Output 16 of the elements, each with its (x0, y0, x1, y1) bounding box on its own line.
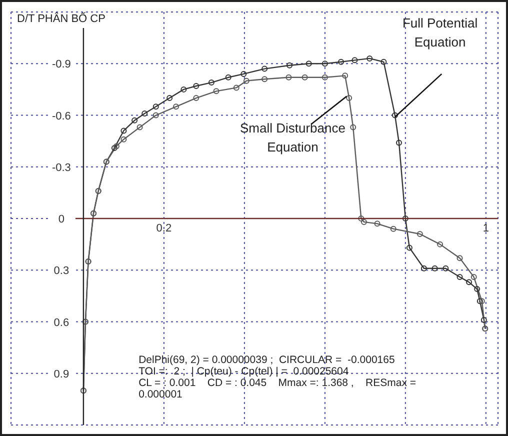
annotation: DelPhi(69, 2) = 0.00000039 ; CIRCULAR = -0.000165 (138, 354, 395, 366)
annotation: 0.000001 (138, 388, 183, 401)
y-tick-label: 0 (58, 214, 65, 226)
x-tick-label: 1 (482, 222, 489, 234)
y-tick-label: 0.6 (54, 316, 70, 329)
annotation: CL = : 0.001 CD = : 0.045 Mmax =: 1.368 , RESmax = (138, 377, 416, 390)
y-tick-label: -0.9 (52, 58, 71, 71)
y-tick-label: 0.9 (54, 368, 70, 380)
y-tick-label: -0.6 (52, 110, 71, 122)
y-tick-label: -0.3 (52, 162, 71, 174)
x-tick-label: 0.2 (156, 222, 172, 234)
series-label: Small Disturbance Equation (240, 120, 346, 154)
chart-title: D/T PHÂN BỐ CP (17, 12, 106, 25)
series-label: Full Potential Equation (402, 15, 478, 50)
annotation: TOI =: 2 ; | Cp(teu) - Cp(tel) | = 0.00025604 (138, 366, 349, 378)
y-tick-label: 0.3 (54, 265, 70, 278)
